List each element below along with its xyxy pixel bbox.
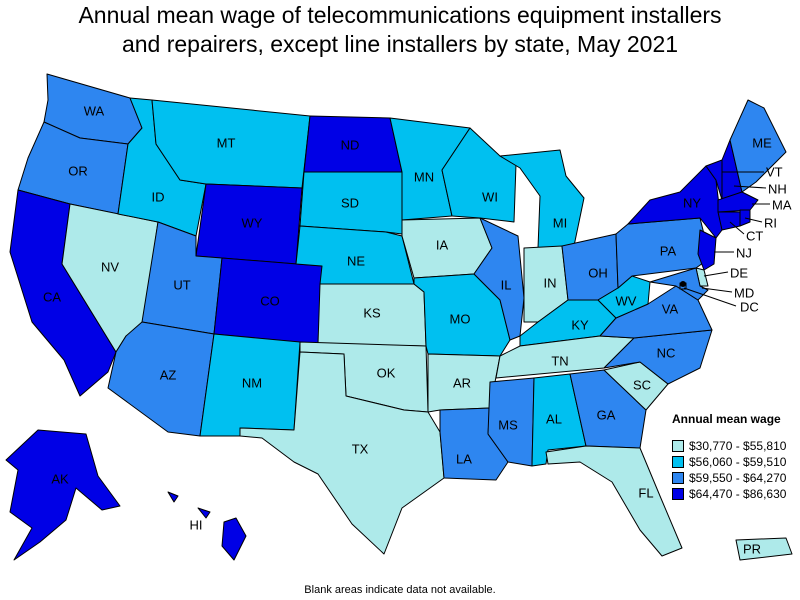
label-NH: NH: [768, 181, 787, 196]
label-NC: NC: [657, 345, 676, 360]
legend-swatch: [672, 488, 684, 500]
state-TX[interactable]: [239, 351, 445, 555]
label-WI: WI: [482, 189, 498, 204]
label-leader-lines: [683, 171, 770, 307]
state-labels: WA OR CA NV ID MT WY UT AZ CO NM ND SD N…: [43, 103, 792, 556]
label-OH: OH: [588, 265, 608, 280]
label-ID: ID: [152, 189, 165, 204]
legend: Annual mean wage $30,770 - $55,810 $56,0…: [672, 412, 800, 502]
label-MO: MO: [450, 311, 471, 326]
label-PR: PR: [743, 541, 761, 556]
label-OR: OR: [68, 163, 88, 178]
label-DE: DE: [730, 265, 748, 280]
label-MS: MS: [498, 417, 518, 432]
label-GA: GA: [597, 407, 616, 422]
label-WA: WA: [84, 103, 105, 118]
legend-label: $64,470 - $86,630: [689, 487, 787, 501]
legend-label: $59,550 - $64,270: [689, 471, 787, 485]
label-WV: WV: [616, 293, 637, 308]
legend-label: $56,060 - $59,510: [689, 455, 787, 469]
label-MD: MD: [734, 285, 754, 300]
label-MN: MN: [414, 169, 434, 184]
label-VT: VT: [766, 164, 783, 179]
label-KY: KY: [571, 317, 589, 332]
label-TN: TN: [551, 353, 568, 368]
label-LA: LA: [456, 451, 472, 466]
label-FL: FL: [638, 485, 653, 500]
title-line-2: and repairers, except line installers by…: [121, 31, 679, 57]
legend-item: $30,770 - $55,810: [672, 438, 800, 454]
dc-marker-dot: [680, 281, 686, 287]
state-WI[interactable]: [441, 127, 517, 223]
label-IA: IA: [436, 237, 449, 252]
legend-item: $59,550 - $64,270: [672, 470, 800, 486]
label-AK: AK: [51, 471, 69, 486]
label-RI: RI: [764, 215, 777, 230]
label-AL: AL: [546, 411, 562, 426]
label-KS: KS: [363, 305, 381, 320]
label-DC: DC: [740, 299, 759, 314]
label-WY: WY: [242, 215, 263, 230]
label-MI: MI: [553, 215, 567, 230]
label-ME: ME: [752, 135, 772, 150]
state-MD[interactable]: [649, 267, 709, 301]
label-SD: SD: [341, 195, 359, 210]
label-HI: HI: [190, 517, 203, 532]
legend-label: $30,770 - $55,810: [689, 439, 787, 453]
title-line-1: Annual mean wage of telecommunications e…: [78, 2, 722, 28]
label-MA: MA: [772, 197, 792, 212]
state-HI[interactable]: [167, 491, 247, 561]
label-PA: PA: [660, 243, 677, 258]
label-AZ: AZ: [160, 367, 177, 382]
state-PR[interactable]: [735, 537, 793, 561]
state-MS[interactable]: [487, 377, 535, 467]
state-FL[interactable]: [545, 445, 683, 557]
label-NM: NM: [242, 375, 262, 390]
label-VA: VA: [662, 301, 679, 316]
label-TX: TX: [352, 441, 369, 456]
label-AR: AR: [453, 375, 471, 390]
label-UT: UT: [173, 277, 190, 292]
label-OK: OK: [377, 365, 396, 380]
state-MA[interactable]: [717, 191, 759, 213]
legend-item: $64,470 - $86,630: [672, 486, 800, 502]
legend-title: Annual mean wage: [672, 412, 781, 426]
label-IL: IL: [501, 277, 512, 292]
map-title: Annual mean wage of telecommunications e…: [0, 1, 800, 59]
footnote: Blank areas indicate data not available.: [304, 584, 496, 596]
state-GA[interactable]: [569, 369, 647, 449]
label-ND: ND: [341, 137, 360, 152]
legend-swatch: [672, 456, 684, 468]
state-AK[interactable]: [5, 429, 121, 561]
state-VA[interactable]: [599, 285, 713, 339]
label-CT: CT: [746, 228, 763, 243]
label-SC: SC: [633, 377, 651, 392]
label-IN: IN: [544, 275, 557, 290]
label-NY: NY: [683, 195, 701, 210]
label-CA: CA: [43, 289, 61, 304]
label-MT: MT: [217, 135, 236, 150]
label-NV: NV: [101, 259, 119, 274]
legend-swatch: [672, 440, 684, 452]
label-NJ: NJ: [736, 245, 752, 260]
state-SD[interactable]: [299, 171, 403, 235]
state-NJ[interactable]: [697, 229, 717, 271]
label-CO: CO: [260, 293, 280, 308]
legend-item: $56,060 - $59,510: [672, 454, 800, 470]
label-NE: NE: [347, 253, 365, 268]
legend-swatch: [672, 472, 684, 484]
state-IL[interactable]: [473, 217, 525, 341]
